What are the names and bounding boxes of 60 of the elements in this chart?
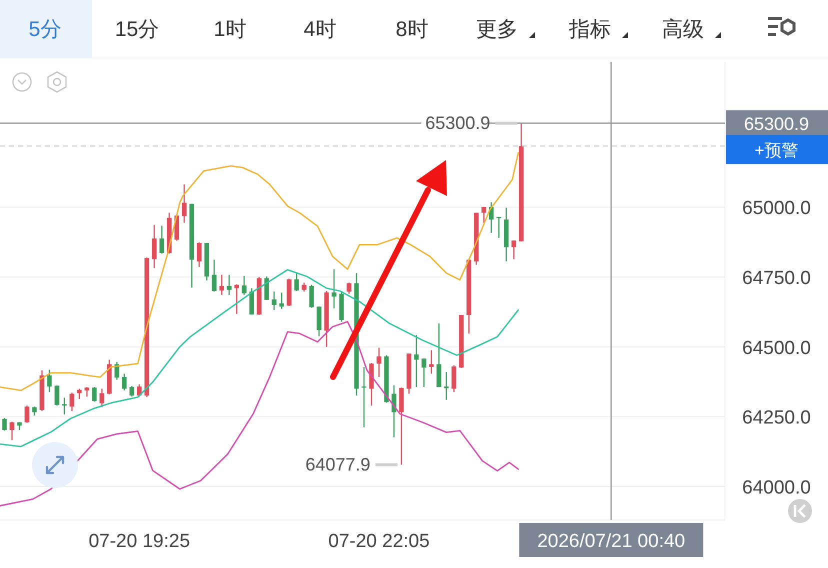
- annotation: 64077.9: [305, 454, 370, 475]
- candlestick: [422, 358, 426, 388]
- candlestick: [62, 397, 67, 416]
- candlestick: [511, 240, 516, 260]
- y-tick-label: 64000.0: [742, 477, 811, 498]
- candlestick: [249, 288, 254, 316]
- candlestick: [362, 366, 366, 428]
- candlestick: [316, 306, 322, 337]
- candlestick: [272, 290, 276, 311]
- candlestick: [294, 272, 299, 292]
- y-tick-label: 64500.0: [742, 338, 811, 359]
- candlestick: [414, 334, 419, 388]
- candlestick: [226, 274, 232, 296]
- line-series: [0, 321, 519, 506]
- y-tick-label: 64250.0: [742, 408, 811, 429]
- annotation: 65300.9: [425, 113, 490, 134]
- y-tick-label: 64750.0: [742, 268, 811, 290]
- candlestick: [332, 268, 336, 309]
- candlestick: [47, 369, 52, 393]
- text: 8时: [396, 18, 428, 41]
- text: 指标: [568, 18, 611, 41]
- candlestick: [10, 421, 14, 441]
- candlestick: [219, 274, 224, 296]
- candlestick: [452, 364, 456, 393]
- ref-line-label: 2026/07/21 00:40: [537, 531, 686, 552]
- line-series: [0, 269, 519, 448]
- text: 4时: [304, 18, 336, 41]
- candlestick: [152, 224, 157, 269]
- x-tick-label: 07-20 22:05: [328, 531, 430, 552]
- candlestick: [159, 225, 164, 254]
- candlestick: [122, 373, 127, 392]
- candlestick: [54, 385, 60, 406]
- text: 高级: [662, 18, 704, 41]
- text: 1时: [214, 18, 246, 41]
- ref-line-label: 65300.9: [744, 114, 810, 134]
- text: 更多: [476, 18, 518, 41]
- line-series: [0, 152, 519, 392]
- candlestick: [309, 284, 314, 308]
- candlestick: [436, 322, 442, 388]
- y-tick-label: 65000.0: [742, 198, 811, 220]
- candlestick: [84, 386, 90, 398]
- candlestick: [2, 417, 7, 432]
- x-tick-label: 07-20 19:25: [88, 531, 190, 552]
- candlestick: [212, 259, 217, 292]
- candlestick: [92, 386, 97, 402]
- candlestick: [376, 347, 382, 378]
- candlestick: [70, 392, 74, 412]
- candlestick: [129, 385, 134, 398]
- candlestick: [196, 242, 202, 268]
- candlestick: [482, 206, 486, 224]
- candlestick: [392, 384, 396, 438]
- text: 5分: [28, 18, 62, 41]
- candlestick: [242, 275, 246, 296]
- candlestick: [429, 350, 434, 374]
- candlestick: [182, 184, 187, 224]
- text: 15分: [114, 18, 160, 41]
- candlestick: [100, 388, 104, 408]
- candlestick: [24, 404, 30, 424]
- candlestick: [346, 282, 352, 294]
- ref-line-label: +预警: [754, 141, 798, 160]
